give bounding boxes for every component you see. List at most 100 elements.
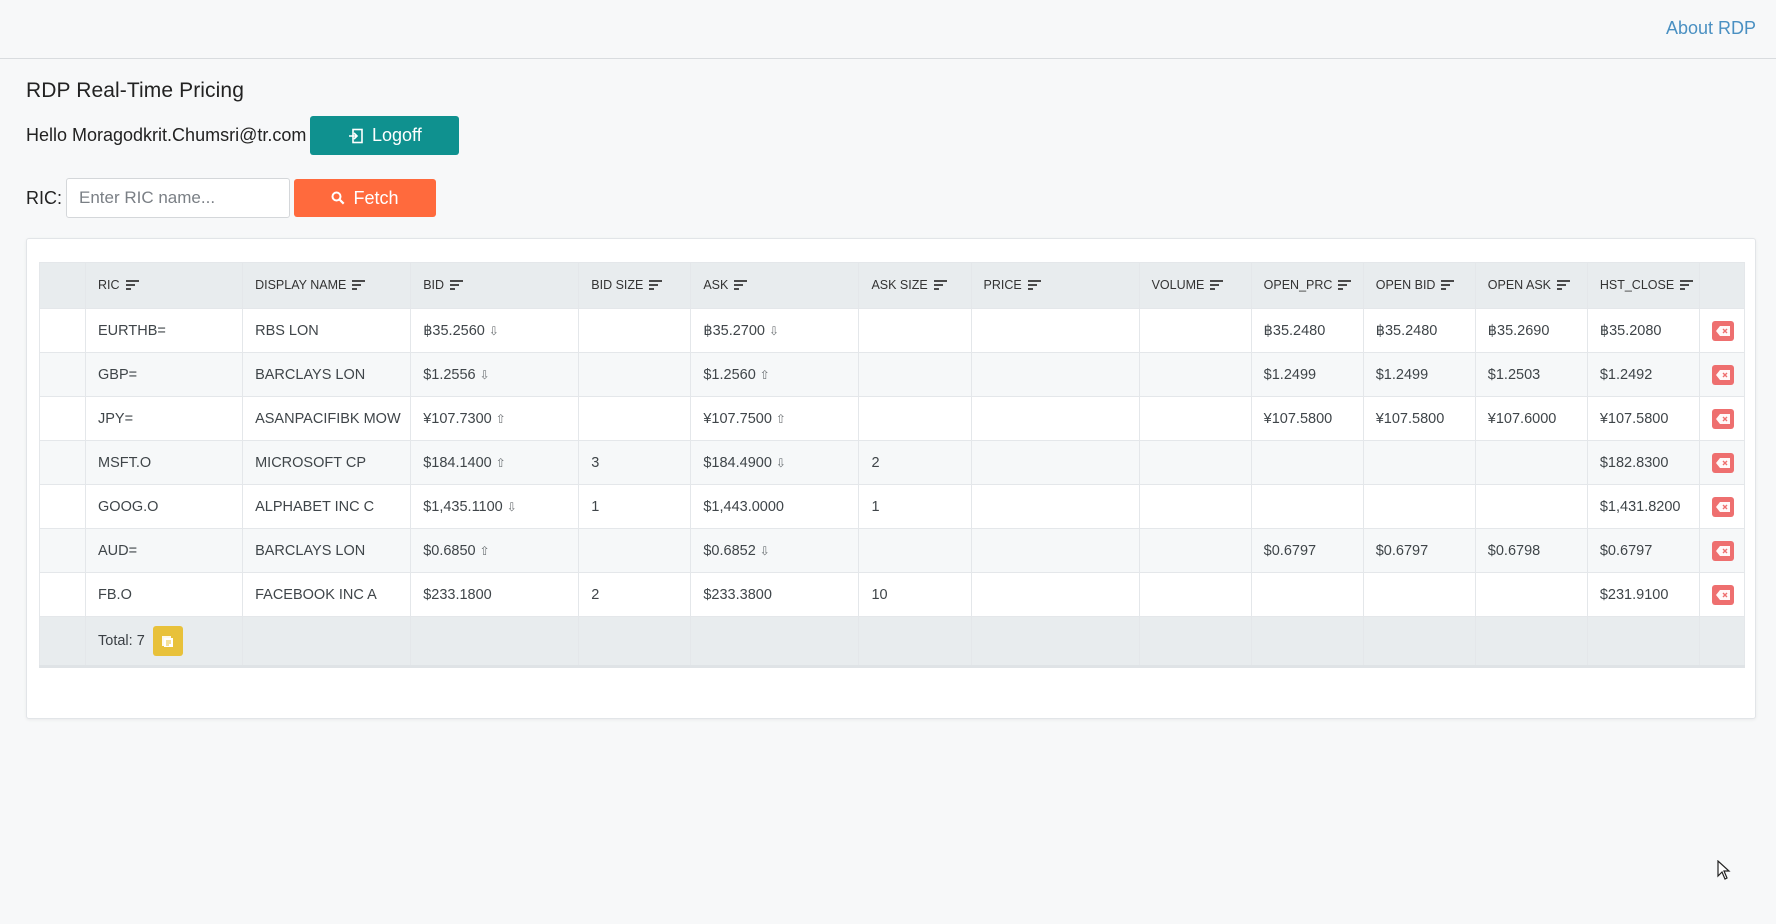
backspace-delete-icon[interactable] [1711,584,1734,605]
top-navbar: About RDP [0,0,1776,59]
display-name-value: BARCLAYS LON [255,542,366,559]
cell-ask-size: 2 [858,440,972,485]
column-header-label: HST_CLOSE [1599,278,1675,293]
row-select-cell[interactable] [38,572,87,617]
row-select-cell[interactable] [38,308,87,353]
column-header-open-ask[interactable]: OPEN ASK [1474,262,1588,309]
sort-lines-icon[interactable] [1441,279,1455,293]
user-row: Hello Moragodkrit.Chumsri@tr.com Logoff [26,116,1750,155]
cell-bid: $1.2556 ⇩ [410,352,580,397]
sort-lines-icon[interactable] [734,279,748,293]
main-content: RDP Real-Time Pricing Hello Moragodkrit.… [0,59,1776,719]
cell-ask: $1,443.0000 [690,484,860,529]
column-header-label: OPEN BID [1375,278,1436,293]
arrow-up-icon: ⇧ [479,543,490,558]
column-header-open-prc[interactable]: OPEN_PRC [1250,262,1364,309]
ask-size-value: 10 [871,586,888,603]
table-row[interactable]: EURTHB= RBS LON ฿35.2560 ⇩ ฿35.2700 ⇩ ฿35.2480… [38,308,1746,353]
column-header-bid-size[interactable]: BID SIZE [578,262,692,309]
ric-input[interactable] [66,178,290,218]
cell-open-ask: $0.6798 [1474,528,1588,573]
sort-lines-icon[interactable] [1680,279,1694,293]
cell-hst-close: $1,431.8200 [1586,484,1700,529]
row-select-cell[interactable] [38,396,87,441]
backspace-delete-icon[interactable] [1711,408,1734,429]
cell-ask-size [858,352,972,397]
ask-value: $0.6852 [703,542,756,559]
cell-ric: GOOG.O [85,484,244,529]
backspace-delete-icon[interactable] [1711,320,1734,341]
cell-display-name: BARCLAYS LON [242,528,412,573]
cell-hst-close: $231.9100 [1586,572,1700,617]
bid-size-value: 3 [591,454,600,471]
column-header-ask[interactable]: ASK [690,262,860,309]
display-name-value: FACEBOOK INC A [255,586,377,603]
cell-ask-size [858,396,972,441]
column-header-label: OPEN_PRC [1263,278,1333,293]
sort-lines-icon[interactable] [1210,279,1224,293]
row-select-cell[interactable] [38,528,87,573]
hst-close-value: $231.9100 [1599,586,1669,603]
logoff-button[interactable]: Logoff [310,116,460,155]
column-header-bid[interactable]: BID [410,262,580,309]
display-name-value: RBS LON [255,322,319,339]
backspace-delete-icon[interactable] [1711,452,1734,473]
table-row[interactable]: JPY= ASANPACIFIBK MOW ¥107.7300 ⇧ ¥107.7500 ⇧… [38,396,1746,441]
arrow-down-icon: ⇩ [768,323,780,338]
cell-ric: MSFT.O [85,440,244,485]
column-header-price[interactable]: PRICE [970,262,1140,309]
search-icon [331,191,345,205]
cell-display-name: ASANPACIFIBK MOW [242,396,412,441]
column-header-ask-size[interactable]: ASK SIZE [858,262,972,309]
column-header-volume[interactable]: VOLUME [1138,262,1252,309]
sort-lines-icon[interactable] [649,279,663,293]
column-header-label: BID SIZE [591,278,644,293]
backspace-delete-icon[interactable] [1711,496,1734,517]
ask-value: $1.2560 [703,366,756,383]
backspace-delete-icon[interactable] [1711,364,1734,385]
cell-bid-size: 3 [578,440,692,485]
sort-lines-icon[interactable] [1338,279,1352,293]
row-actions-cell [1698,528,1746,573]
row-select-cell[interactable] [38,352,87,397]
row-select-cell[interactable] [38,484,87,529]
cell-open-prc: $0.6797 [1250,528,1364,573]
cell-bid: ฿35.2560 ⇩ [410,308,580,353]
open-bid-value: ฿35.2480 [1375,322,1438,339]
row-select-cell[interactable] [38,440,87,485]
table-row[interactable]: GOOG.O ALPHABET INC C $1,435.1100 ⇩ 1 $1,443.… [38,484,1746,529]
column-header-display-name[interactable]: DISPLAY NAME [242,262,412,309]
arrow-down-icon: ⇩ [775,455,786,470]
ric-value: MSFT.O [98,454,152,471]
table-row[interactable]: MSFT.O MICROSOFT CP $184.1400 ⇧ 3 $184.4900 ⇩ 2… [38,440,1746,485]
fetch-label: Fetch [353,187,399,208]
column-header-open-bid[interactable]: OPEN BID [1362,262,1476,309]
cell-ask-size: 1 [858,484,972,529]
sort-lines-icon[interactable] [450,279,464,293]
column-header-hst-close[interactable]: HST_CLOSE [1586,262,1700,309]
column-header-ric[interactable]: RIC [85,262,244,309]
sort-lines-icon[interactable] [352,279,366,293]
cell-bid-size: 2 [578,572,692,617]
hst-close-value: $1.2492 [1599,366,1653,383]
table-row[interactable]: AUD= BARCLAYS LON $0.6850 ⇧ $0.6852 ⇩ $0.6797 $… [38,528,1746,573]
backspace-delete-icon[interactable] [1711,540,1734,561]
table-row[interactable]: GBP= BARCLAYS LON $1.2556 ⇩ $1.2560 ⇧ $1.2499 $… [38,352,1746,397]
ask-size-value: 1 [871,498,880,515]
table-body: EURTHB= RBS LON ฿35.2560 ⇩ ฿35.2700 ⇩ ฿35.2480… [38,308,1746,617]
sort-lines-icon[interactable] [125,279,139,293]
sort-lines-icon[interactable] [1027,279,1041,293]
ask-value: ¥107.7500 [703,410,772,427]
cell-volume [1138,396,1252,441]
fetch-button[interactable]: Fetch [294,179,436,217]
arrow-down-icon: ⇩ [759,543,770,558]
table-row[interactable]: FB.O FACEBOOK INC A $233.1800 2 $233.3800 10 $… [38,572,1746,617]
arrow-down-icon: ⇩ [506,499,517,514]
about-rdp-link[interactable]: About RDP [1665,18,1756,38]
csv-export-icon[interactable] [152,626,183,656]
sort-lines-icon[interactable] [933,279,947,293]
cell-volume [1138,528,1252,573]
sort-lines-icon[interactable] [1557,279,1571,293]
cell-open-ask: ¥107.6000 [1474,396,1588,441]
arrow-up-icon: ⇧ [495,411,506,426]
